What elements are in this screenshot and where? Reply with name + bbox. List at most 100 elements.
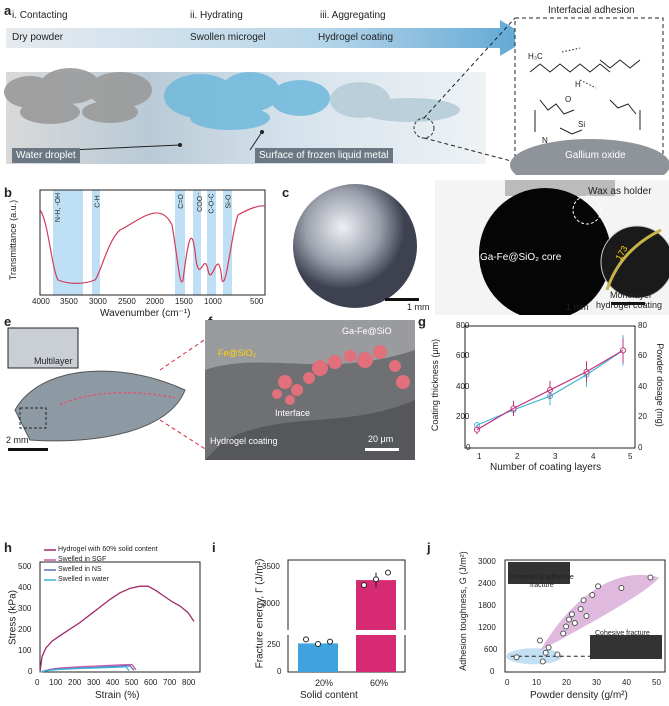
scale-c-label: 1 mm bbox=[407, 302, 430, 312]
process-arrow bbox=[6, 20, 530, 56]
j-point bbox=[542, 649, 549, 656]
ftir-ylabel: Transmittance (a.u.) bbox=[8, 199, 18, 281]
panel-j-chart bbox=[504, 559, 666, 673]
state-hydrogel-coating: Hydrogel coating bbox=[318, 32, 394, 43]
h-ytick-0: 0 bbox=[28, 667, 33, 676]
mol-h: H bbox=[575, 80, 581, 89]
h-xtick-6: 600 bbox=[144, 678, 158, 687]
fe-sio2-label: Fe@SiO₂ bbox=[218, 348, 257, 358]
panel-c-label: c bbox=[282, 185, 290, 200]
h-series-line-3 bbox=[39, 666, 130, 673]
h-legend-1: Swelled in SGF bbox=[58, 556, 107, 563]
panel-i-chart bbox=[284, 559, 409, 673]
panel-h-label: h bbox=[4, 540, 12, 555]
j-photo-cohesive-adhesive bbox=[508, 562, 570, 584]
g-y2tick-1: 20 bbox=[638, 412, 647, 421]
h-series-line-0 bbox=[39, 585, 195, 673]
j-ytick-4: 2400 bbox=[478, 579, 496, 588]
g-point bbox=[620, 347, 626, 354]
panel-c-sphere-photo bbox=[293, 184, 419, 308]
h-xlabel: Strain (%) bbox=[95, 690, 140, 701]
h-legend-0: Hydrogel with 60% solid content bbox=[58, 546, 158, 553]
j-xtick-3: 30 bbox=[592, 678, 601, 687]
j-point bbox=[513, 654, 520, 661]
surface-label: Surface of frozen liquid metal bbox=[255, 148, 393, 163]
core-label: Ga-Fe@SiO₂ core bbox=[480, 252, 562, 263]
hydrogel-coating bbox=[330, 82, 460, 122]
core-sphere bbox=[479, 188, 611, 315]
j-point bbox=[647, 574, 654, 581]
i-ytick-1: 250 bbox=[267, 640, 281, 649]
particle-cluster bbox=[272, 345, 410, 405]
j-xtick-1: 10 bbox=[532, 678, 541, 687]
ftir-tick-1000: 1000 bbox=[204, 297, 222, 306]
interface-label: Interface bbox=[275, 408, 311, 418]
panel-j-label: j bbox=[427, 540, 431, 555]
zoom-box-e bbox=[19, 407, 47, 429]
j-point bbox=[618, 585, 625, 591]
h-ytick-5: 500 bbox=[18, 562, 32, 571]
surface-pointer bbox=[249, 131, 263, 151]
g-xtick-4: 4 bbox=[591, 452, 596, 461]
j-ytick-1: 600 bbox=[484, 645, 498, 654]
ftir-xlabel: Wavenumber (cm⁻¹) bbox=[100, 308, 191, 319]
ftir-tick-3500: 3500 bbox=[60, 297, 78, 306]
j-point bbox=[554, 651, 561, 658]
i-point bbox=[327, 638, 333, 645]
g-frame bbox=[464, 325, 636, 449]
scale-bar-c bbox=[385, 298, 419, 301]
j-photo-cohesive bbox=[590, 635, 662, 659]
ftir-tick-2000: 2000 bbox=[146, 297, 164, 306]
panel-e-label: e bbox=[4, 314, 12, 329]
panel-i-label: i bbox=[212, 540, 216, 555]
j-point bbox=[589, 592, 596, 598]
mol-o: O bbox=[565, 95, 572, 104]
g-point bbox=[474, 426, 480, 433]
ftir-tick-500: 500 bbox=[250, 297, 264, 306]
g-xtick-5: 5 bbox=[628, 452, 633, 461]
scale-bar-f bbox=[365, 448, 399, 451]
h-xtick-2: 200 bbox=[68, 678, 82, 687]
panel-g-label: g bbox=[418, 314, 426, 329]
h-legend-3: Swelled in water bbox=[58, 576, 109, 583]
gallium-oxide-label: Gallium oxide bbox=[565, 150, 626, 161]
h-ytick-2: 200 bbox=[18, 625, 32, 634]
gallium-oxide-shape bbox=[510, 139, 669, 175]
g-ytick-0: 0 bbox=[466, 443, 471, 452]
i-point bbox=[385, 569, 391, 576]
plot-b-frame bbox=[39, 189, 266, 296]
j-xtick-0: 0 bbox=[505, 678, 510, 687]
ftir-tick-1500: 1500 bbox=[175, 297, 193, 306]
g-ytick-2: 400 bbox=[456, 382, 470, 391]
swollen-microgel bbox=[164, 72, 330, 130]
h-ylabel: Stress (kPa) bbox=[7, 590, 19, 646]
j-xtick-2: 20 bbox=[562, 678, 571, 687]
i-point bbox=[361, 582, 367, 589]
j-point bbox=[539, 658, 546, 665]
hydrogel-coating-f-label: Hydrogel coating bbox=[210, 436, 278, 446]
band-coo: COO⁻ bbox=[196, 192, 204, 212]
j-ytick-0: 0 bbox=[490, 667, 495, 676]
j-point bbox=[560, 630, 567, 637]
j-fracture: fracture bbox=[530, 582, 554, 589]
g-y2tick-4: 80 bbox=[638, 321, 647, 330]
i-xlabel: Solid content bbox=[300, 690, 358, 701]
j-point bbox=[566, 616, 572, 623]
band-coc: C-O-C bbox=[208, 193, 216, 214]
i-point bbox=[303, 636, 309, 643]
scale-bar-d bbox=[611, 302, 645, 305]
scale-d-label: 1 mm bbox=[566, 302, 589, 312]
mol-ch3: H₃C bbox=[528, 52, 543, 61]
g-xtick-2: 2 bbox=[515, 452, 520, 461]
h-xtick-7: 700 bbox=[163, 678, 177, 687]
j-frame bbox=[504, 559, 666, 673]
j-cohesive-fracture: Cohesive fracture bbox=[595, 630, 650, 637]
h-ytick-1: 100 bbox=[18, 646, 32, 655]
panel-h-chart bbox=[39, 549, 201, 673]
holder-label: Wax as holder bbox=[588, 186, 652, 197]
i-frame bbox=[287, 559, 406, 673]
band-nh-oh: N-H, -OH bbox=[55, 192, 63, 223]
g-y2tick-3: 60 bbox=[638, 351, 647, 360]
ftir-tick-3000: 3000 bbox=[89, 297, 107, 306]
coating-layer bbox=[605, 228, 662, 291]
